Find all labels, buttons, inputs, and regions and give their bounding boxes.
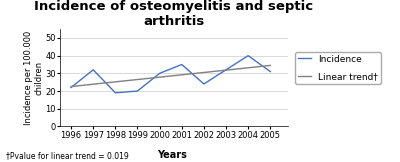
Text: †Pvalue for linear trend = 0.019: †Pvalue for linear trend = 0.019: [6, 151, 129, 160]
Y-axis label: Incidence per 100.000
children: Incidence per 100.000 children: [24, 31, 44, 125]
Text: Years: Years: [157, 150, 187, 160]
Title: Incidence of osteomyelitis and septic
arthritis: Incidence of osteomyelitis and septic ar…: [34, 0, 314, 28]
Legend: Incidence, Linear trend†: Incidence, Linear trend†: [295, 52, 381, 84]
